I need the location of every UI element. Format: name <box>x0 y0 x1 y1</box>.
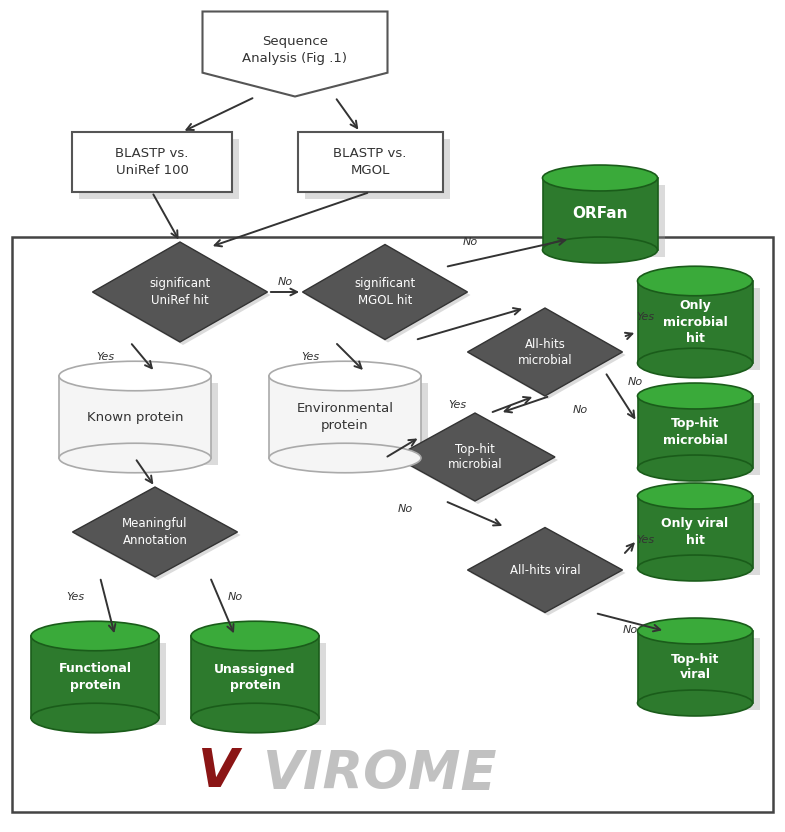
Text: Top-hit
viral: Top-hit viral <box>671 652 719 681</box>
FancyBboxPatch shape <box>644 403 760 475</box>
Ellipse shape <box>31 703 159 733</box>
Ellipse shape <box>637 618 753 644</box>
Text: BLASTP vs.
MGOL: BLASTP vs. MGOL <box>334 147 407 177</box>
Text: No: No <box>462 237 477 247</box>
FancyBboxPatch shape <box>276 383 428 465</box>
Ellipse shape <box>59 361 211 391</box>
Text: No: No <box>277 277 293 287</box>
Polygon shape <box>470 531 626 616</box>
Polygon shape <box>395 413 555 501</box>
Polygon shape <box>468 308 623 396</box>
Ellipse shape <box>542 165 658 191</box>
Ellipse shape <box>637 690 753 716</box>
Ellipse shape <box>191 703 319 733</box>
Text: No: No <box>627 377 643 387</box>
Text: All-hits
microbial: All-hits microbial <box>517 338 572 367</box>
Text: All-hits viral: All-hits viral <box>509 563 580 577</box>
Text: Only viral
hit: Only viral hit <box>662 518 728 547</box>
FancyBboxPatch shape <box>637 396 753 468</box>
Text: No: No <box>397 504 413 514</box>
FancyBboxPatch shape <box>38 643 166 725</box>
FancyBboxPatch shape <box>644 503 760 575</box>
FancyBboxPatch shape <box>191 636 319 718</box>
FancyBboxPatch shape <box>298 132 443 192</box>
Polygon shape <box>468 527 623 612</box>
Ellipse shape <box>637 455 753 481</box>
Polygon shape <box>470 311 626 399</box>
Polygon shape <box>302 245 468 339</box>
Ellipse shape <box>542 237 658 263</box>
Polygon shape <box>203 12 388 97</box>
FancyBboxPatch shape <box>269 376 421 458</box>
Polygon shape <box>96 245 271 345</box>
Text: Top-hit
microbial: Top-hit microbial <box>663 418 728 447</box>
Text: Sequence
Analysis (Fig .1): Sequence Analysis (Fig .1) <box>243 35 348 65</box>
Text: V: V <box>198 746 239 798</box>
Polygon shape <box>93 242 268 342</box>
Ellipse shape <box>637 483 753 509</box>
FancyBboxPatch shape <box>550 185 664 257</box>
Polygon shape <box>72 487 238 577</box>
FancyBboxPatch shape <box>59 376 211 458</box>
Ellipse shape <box>269 361 421 391</box>
Text: Yes: Yes <box>448 399 466 409</box>
Text: Only
microbial
hit: Only microbial hit <box>663 300 728 344</box>
Text: significant
MGOL hit: significant MGOL hit <box>354 278 415 306</box>
Text: Known protein: Known protein <box>87 410 183 423</box>
Text: Meaningful
Annotation: Meaningful Annotation <box>122 518 188 547</box>
Text: Yes: Yes <box>636 535 654 545</box>
Text: BLASTP vs.
UniRef 100: BLASTP vs. UniRef 100 <box>115 147 188 177</box>
FancyBboxPatch shape <box>79 139 239 199</box>
Ellipse shape <box>637 349 753 378</box>
FancyBboxPatch shape <box>637 631 753 703</box>
Text: Yes: Yes <box>301 352 319 362</box>
Text: Unassigned
protein: Unassigned protein <box>214 662 296 691</box>
Text: Top-hit
microbial: Top-hit microbial <box>447 443 502 472</box>
Text: Yes: Yes <box>636 312 654 322</box>
Ellipse shape <box>191 622 319 651</box>
FancyBboxPatch shape <box>542 178 658 250</box>
Ellipse shape <box>269 443 421 473</box>
Text: ORFan: ORFan <box>572 206 628 221</box>
FancyBboxPatch shape <box>72 132 232 192</box>
FancyBboxPatch shape <box>637 281 753 363</box>
Text: VIROME: VIROME <box>263 748 497 800</box>
Ellipse shape <box>31 622 159 651</box>
Text: No: No <box>572 405 587 415</box>
FancyBboxPatch shape <box>644 288 760 370</box>
FancyBboxPatch shape <box>305 139 450 199</box>
Text: No: No <box>228 592 243 602</box>
FancyBboxPatch shape <box>637 496 753 568</box>
Polygon shape <box>398 416 558 504</box>
FancyBboxPatch shape <box>31 636 159 718</box>
FancyBboxPatch shape <box>198 643 326 725</box>
FancyBboxPatch shape <box>644 638 760 710</box>
Polygon shape <box>305 247 470 343</box>
Text: Yes: Yes <box>66 592 84 602</box>
Text: Yes: Yes <box>96 352 114 362</box>
Ellipse shape <box>637 383 753 409</box>
Text: significant
UniRef hit: significant UniRef hit <box>149 278 210 306</box>
Ellipse shape <box>59 443 211 473</box>
Text: Environmental
protein: Environmental protein <box>297 403 393 432</box>
Ellipse shape <box>637 266 753 295</box>
Text: Functional
protein: Functional protein <box>59 662 132 691</box>
FancyBboxPatch shape <box>66 383 218 465</box>
Polygon shape <box>75 490 240 580</box>
Ellipse shape <box>637 555 753 581</box>
Text: No: No <box>623 625 637 635</box>
